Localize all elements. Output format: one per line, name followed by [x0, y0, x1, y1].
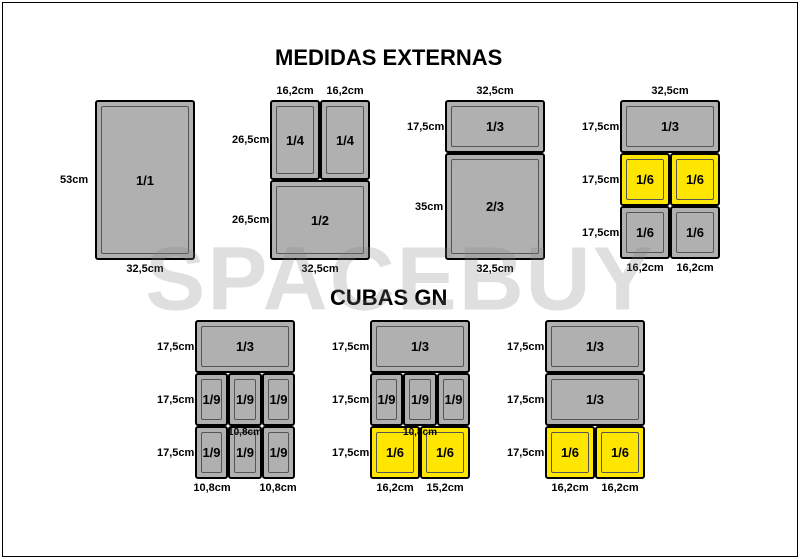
dim-label: 16,2cm	[551, 482, 588, 494]
dim-label: 16,2cm	[276, 85, 313, 97]
title-top: MEDIDAS EXTERNAS	[275, 45, 502, 71]
pan-1-9: 1/9	[437, 373, 470, 426]
dim-label: 32,5cm	[476, 263, 513, 275]
pan-label: 1/2	[311, 213, 329, 228]
pan-1-1: 1/1	[95, 100, 195, 260]
pan-1-9: 1/9	[195, 426, 228, 479]
dim-label: 35cm	[415, 201, 443, 213]
pan-label: 1/9	[444, 392, 462, 407]
pan-1-9: 1/9	[228, 373, 262, 426]
pan-label: 1/1	[136, 173, 154, 188]
pan-1-3: 1/3	[545, 320, 645, 373]
dim-label: 17,5cm	[157, 394, 194, 406]
pan-1-6-highlight: 1/6	[595, 426, 645, 479]
dim-label: 17,5cm	[157, 341, 194, 353]
dim-label: 32,5cm	[301, 263, 338, 275]
pan-1-2: 1/2	[270, 180, 370, 260]
pan-1-3: 1/3	[445, 100, 545, 153]
pan-label: 1/9	[269, 392, 287, 407]
pan-1-6-highlight: 1/6	[545, 426, 595, 479]
dim-label: 32,5cm	[476, 85, 513, 97]
pan-label: 1/9	[236, 445, 254, 460]
pan-1-3: 1/3	[195, 320, 295, 373]
dim-label: 16,2cm	[626, 262, 663, 274]
pan-label: 1/9	[411, 392, 429, 407]
dim-label: 17,5cm	[332, 341, 369, 353]
pan-label: 1/9	[236, 392, 254, 407]
dim-label: 17,5cm	[582, 174, 619, 186]
dim-label: 10,8cm	[259, 482, 296, 494]
pan-label: 1/3	[411, 339, 429, 354]
dim-label: 10,8cm	[228, 427, 262, 438]
pan-label: 1/9	[202, 445, 220, 460]
pan-label: 1/6	[561, 445, 579, 460]
pan-1-9: 1/9	[403, 373, 437, 426]
pan-1-3: 1/3	[545, 373, 645, 426]
dim-label: 17,5cm	[582, 121, 619, 133]
pan-label: 1/4	[336, 133, 354, 148]
pan-1-9: 1/9	[370, 373, 403, 426]
dim-label: 17,5cm	[332, 394, 369, 406]
pan-label: 1/6	[636, 225, 654, 240]
pan-1-9: 1/9	[262, 373, 295, 426]
dim-label: 26,5cm	[232, 134, 269, 146]
dim-label: 32,5cm	[651, 85, 688, 97]
title-bottom: CUBAS GN	[330, 285, 447, 311]
dim-label: 53cm	[60, 174, 88, 186]
pan-label: 1/9	[269, 445, 287, 460]
pan-1-9: 1/9	[262, 426, 295, 479]
watermark-text: SPACEBUY	[145, 228, 654, 331]
pan-2-3: 2/3	[445, 153, 545, 260]
dim-label: 16,2cm	[376, 482, 413, 494]
dim-label: 26,5cm	[232, 214, 269, 226]
dim-label: 32,5cm	[126, 263, 163, 275]
pan-1-6: 1/6	[670, 206, 720, 259]
dim-label: 15,2cm	[426, 482, 463, 494]
dim-label: 16,2cm	[676, 262, 713, 274]
pan-label: 1/6	[686, 172, 704, 187]
pan-1-6: 1/6	[620, 206, 670, 259]
pan-label: 1/9	[377, 392, 395, 407]
dim-label: 17,5cm	[332, 447, 369, 459]
pan-label: 1/4	[286, 133, 304, 148]
dim-label: 10,8cm	[403, 427, 437, 438]
pan-label: 1/3	[236, 339, 254, 354]
pan-1-3: 1/3	[370, 320, 470, 373]
pan-label: 1/6	[686, 225, 704, 240]
pan-label: 1/3	[486, 119, 504, 134]
dim-label: 17,5cm	[157, 447, 194, 459]
pan-label: 1/3	[661, 119, 679, 134]
dim-label: 10,8cm	[193, 482, 230, 494]
dim-label: 17,5cm	[507, 341, 544, 353]
dim-label: 17,5cm	[507, 447, 544, 459]
pan-1-3: 1/3	[620, 100, 720, 153]
pan-label: 1/6	[386, 445, 404, 460]
dim-label: 17,5cm	[507, 394, 544, 406]
pan-label: 2/3	[486, 199, 504, 214]
dim-label: 17,5cm	[407, 121, 444, 133]
pan-1-4: 1/4	[270, 100, 320, 180]
pan-1-9: 1/9	[195, 373, 228, 426]
pan-label: 1/6	[636, 172, 654, 187]
pan-label: 1/6	[436, 445, 454, 460]
pan-1-6-highlight: 1/6	[620, 153, 670, 206]
pan-label: 1/6	[611, 445, 629, 460]
pan-label: 1/3	[586, 392, 604, 407]
dim-label: 16,2cm	[326, 85, 363, 97]
pan-1-4: 1/4	[320, 100, 370, 180]
pan-label: 1/3	[586, 339, 604, 354]
dim-label: 16,2cm	[601, 482, 638, 494]
pan-1-6-highlight: 1/6	[670, 153, 720, 206]
pan-label: 1/9	[202, 392, 220, 407]
dim-label: 17,5cm	[582, 227, 619, 239]
